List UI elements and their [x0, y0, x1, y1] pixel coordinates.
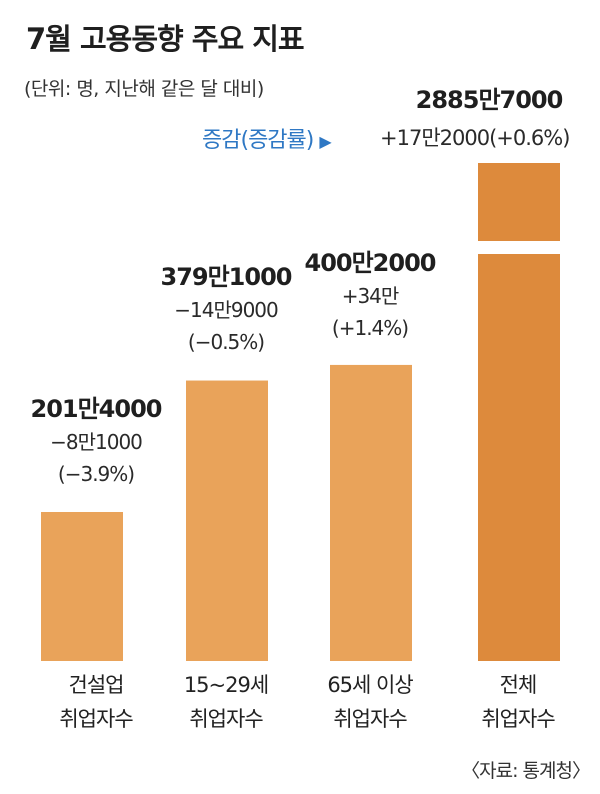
value-label: 201만4000 [30, 395, 163, 423]
change-rate-label: (+1.4%) [331, 316, 409, 340]
category-label-elderly: 65세 이상 취업자수 [300, 668, 440, 736]
chart-title: 7월 고용동향 주요 지표 [26, 22, 305, 56]
category-line: 65세 이상 [327, 673, 413, 697]
value-label: 379만1000 [160, 263, 293, 291]
value-label-total: 2885만7000 [415, 86, 564, 114]
category-line: 취업자수 [189, 707, 263, 731]
legend: 증감(증감률) ▶ [202, 122, 332, 154]
bar-total-upper [478, 163, 560, 241]
category-line: 취업자수 [333, 707, 407, 731]
change-rate-label: (−0.5%) [187, 330, 265, 354]
change-rate-label: (−3.9%) [57, 462, 135, 486]
category-line: 취업자수 [481, 707, 555, 731]
bar-label-elderly: 400만2000 +34만 (+1.4%) [300, 246, 440, 344]
change-label-total: +17만2000(+0.6%) [380, 126, 570, 150]
category-line: 전체 [499, 673, 538, 697]
category-line: 15~29세 [183, 673, 269, 697]
change-label: −14만9000 [174, 298, 279, 322]
change-label: −8만1000 [50, 430, 143, 454]
bar-label-construction: 201만4000 −8만1000 (−3.9%) [26, 392, 166, 490]
bar-youth [186, 380, 268, 661]
chart-subtitle: (단위: 명, 지난해 같은 달 대비) [24, 78, 264, 100]
source-note: 〈자료: 통계청〉 [461, 760, 591, 782]
bar-label-youth: 379만1000 −14만9000 (−0.5%) [156, 260, 296, 358]
change-label: +34만 [341, 284, 400, 308]
category-line: 취업자수 [59, 707, 133, 731]
bar-construction [41, 512, 123, 661]
legend-arrow-icon: ▶ [319, 132, 331, 151]
category-label-construction: 건설업 취업자수 [26, 668, 166, 736]
legend-label: 증감(증감률) [202, 128, 314, 153]
category-line: 건설업 [68, 673, 125, 697]
bar-total-lower [478, 254, 560, 661]
bar-elderly [330, 364, 412, 661]
category-label-total: 전체 취업자수 [448, 668, 588, 736]
category-label-youth: 15~29세 취업자수 [156, 668, 296, 736]
value-label: 400만2000 [304, 249, 437, 277]
